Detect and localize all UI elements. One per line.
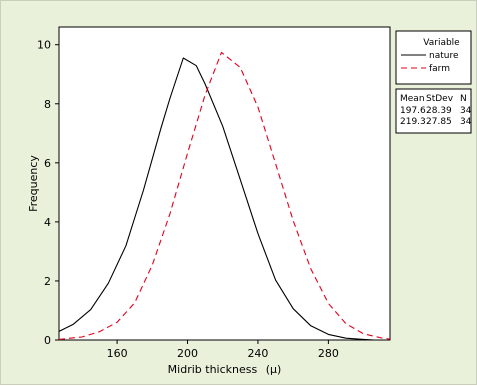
stats-cell: 197.6 <box>400 106 426 116</box>
stats-table: Mean StDev N 197.6 28.39 34 219.3 27.85 34 <box>395 88 472 134</box>
x-tick-label: 280 <box>318 347 339 360</box>
stats-table-box <box>395 88 472 134</box>
stats-cell: 34 <box>460 117 472 127</box>
legend-label-farm: farm <box>429 64 450 74</box>
x-axis-title-unit: (µ) <box>266 363 282 376</box>
stats-header: Mean <box>400 94 425 104</box>
x-axis-title: Midrib thickness (µ) <box>168 363 282 376</box>
x-tick-label: 240 <box>247 347 268 360</box>
y-axis-title: Frequency <box>27 155 40 212</box>
x-tick-label: 160 <box>107 347 128 360</box>
legend-label-nature: nature <box>429 51 459 61</box>
stats-header: StDev <box>426 94 454 104</box>
y-axis: 0 2 4 6 8 10 <box>37 39 59 347</box>
legend-entries: nature farm <box>401 51 459 74</box>
legend: Variable nature farm <box>395 30 472 85</box>
series-line-farm <box>58 51 391 340</box>
y-tick-label: 2 <box>44 275 51 288</box>
stats-cell: 28.39 <box>426 106 452 116</box>
stats-cell: 34 <box>460 106 472 116</box>
x-tick-label: 200 <box>177 347 198 360</box>
y-tick-label: 6 <box>44 157 51 170</box>
series-line-nature <box>58 57 375 341</box>
legend-box <box>395 30 472 85</box>
stats-header: N <box>460 94 467 104</box>
x-axis: 160 200 240 280 <box>107 340 339 360</box>
y-tick-label: 4 <box>44 216 51 229</box>
x-axis-title-label: Midrib thickness <box>168 363 258 376</box>
plot-area <box>58 26 391 341</box>
y-tick-label: 8 <box>44 98 51 111</box>
series-layer <box>58 51 391 341</box>
stats-table-cells: Mean StDev N 197.6 28.39 34 219.3 27.85 34 <box>400 94 472 127</box>
stats-cell: 219.3 <box>400 117 426 127</box>
legend-title: Variable <box>423 38 460 48</box>
stats-cell: 27.85 <box>426 117 452 127</box>
y-tick-label: 0 <box>44 334 51 347</box>
y-tick-label: 10 <box>37 39 51 52</box>
